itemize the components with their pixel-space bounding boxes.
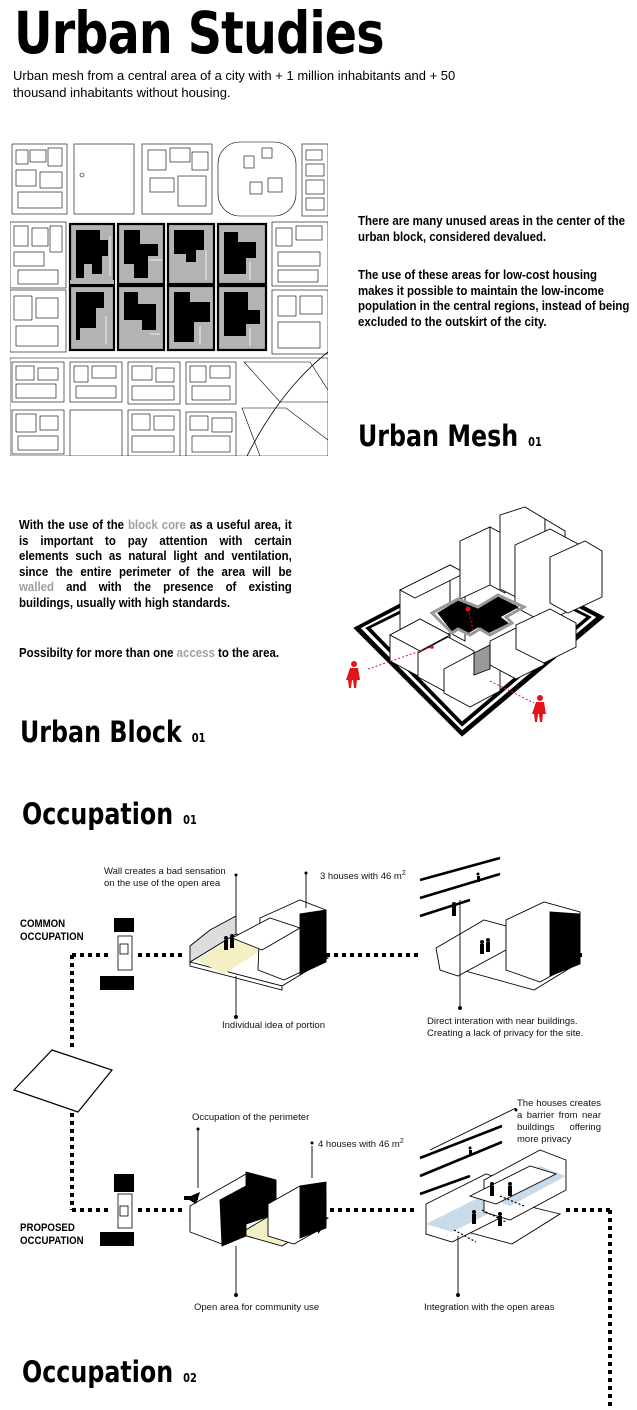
block-paragraph-1: With the use of the block core as a usef… [19,517,292,610]
urban-block-heading-num: 01 [191,731,206,745]
occupation-02-heading-num: 02 [183,1371,197,1385]
common-label-line-1: COMMON [20,918,66,930]
urban-mesh-heading: Urban Mesh 01 [358,420,542,458]
note-four-houses: 4 houses with 46 m2 [318,1136,404,1151]
block-text-a: With the use of the [19,517,128,532]
occupation-01-heading-text: Occupation [22,797,174,831]
common-label-line-2: OCCUPATION [20,931,84,943]
common-occupation-label: COMMON OCCUPATION [20,918,84,944]
note-barrier: The houses creates a barrier from near b… [517,1098,601,1145]
occupation-02-heading-text: Occupation [22,1355,174,1389]
mesh-paragraph-2: The use of these areas for low-cost hous… [358,267,630,329]
occupation-01-heading: Occupation 01 [22,798,197,836]
urban-block-heading-text: Urban Block [20,715,182,749]
occupation-diagram [12,856,612,1410]
urban-mesh-heading-num: 01 [528,435,542,449]
mesh-paragraph-1: There are many unused areas in the cente… [358,213,626,244]
note-integration: Integration with the open areas [424,1302,555,1313]
page-subtitle: Urban mesh from a central area of a city… [13,68,456,100]
proposed-occupation-label: PROPOSED OCCUPATION [20,1222,84,1248]
proposed-label-line-1: PROPOSED [20,1222,75,1234]
urban-block-heading: Urban Block 01 [20,716,205,754]
note-three-houses: 3 houses with 46 m2 [320,868,406,883]
block-access-text: access [176,645,215,660]
block-access-text-a: Possibilty for more than one [19,645,177,660]
note-three-houses-text: 3 houses with 46 m [320,871,402,883]
block-paragraph-2: Possibilty for more than one access to t… [19,645,292,661]
page-title: Urban Studies [14,0,385,67]
urban-mesh-heading-text: Urban Mesh [358,419,519,453]
occupation-02-heading: Occupation 02 [22,1356,197,1394]
block-access-text-b: to the area. [214,645,280,660]
note-wall-sensation: Wall creates a bad sensation on the use … [104,866,226,889]
note-three-houses-sup: 2 [401,870,406,877]
proposed-label-line-2: OCCUPATION [20,1235,84,1247]
note-four-houses-text: 4 houses with 46 m [318,1139,400,1151]
note-perimeter: Occupation of the perimeter [192,1112,310,1123]
block-text-core: block core [127,517,186,532]
occupation-01-heading-num: 01 [183,813,197,827]
note-open-area: Open area for community use [194,1302,320,1313]
urban-mesh-map [10,140,328,456]
note-direct-interaction: Direct interation with near buildings. C… [427,1016,584,1039]
block-text-c: and with the presence of existing buildi… [19,579,292,610]
urban-block-axonometric [346,506,605,737]
note-individual-portion: Individual idea of portion [222,1020,325,1031]
block-text-b: as a useful area, it is important to pay… [19,517,292,579]
note-four-houses-sup: 2 [399,1138,404,1145]
block-text-walled: walled [19,579,54,594]
